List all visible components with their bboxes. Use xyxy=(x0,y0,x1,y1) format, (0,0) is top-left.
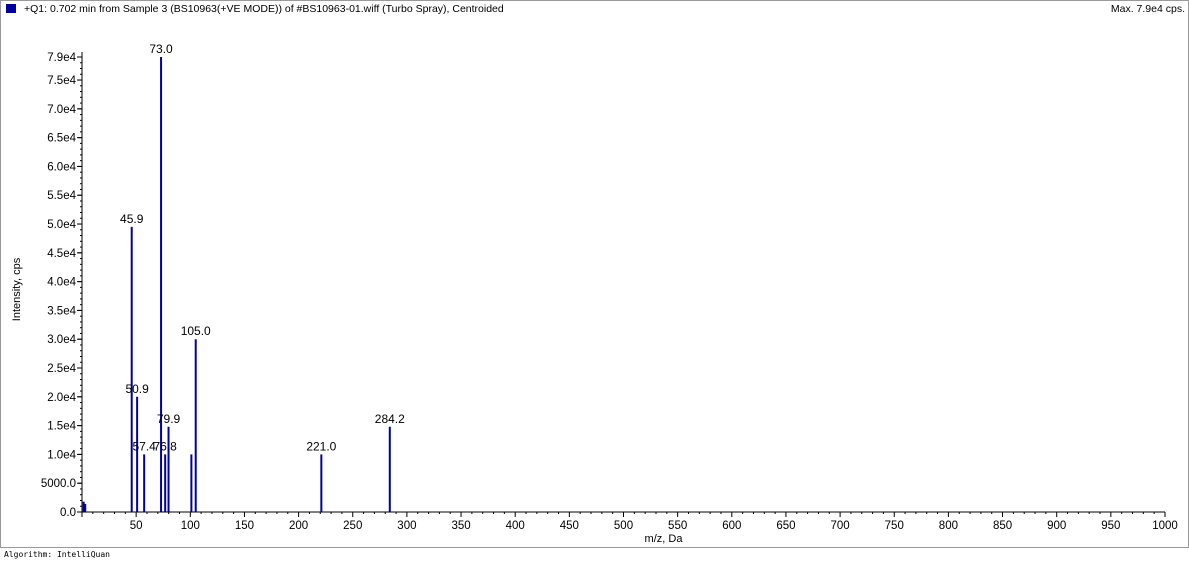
x-tick-label: 350 xyxy=(451,520,470,532)
algorithm-note: Algorithm: IntelliQuan xyxy=(4,550,110,559)
peak-label: 50.9 xyxy=(125,382,149,396)
x-tick-label: 400 xyxy=(506,520,525,532)
peak-label: 79.9 xyxy=(157,412,181,426)
y-tick-label: 7.9e4 xyxy=(47,52,76,64)
x-tick-label: 200 xyxy=(289,520,308,532)
x-tick-label: 900 xyxy=(1047,520,1066,532)
spectrum-title: +Q1: 0.702 min from Sample 3 (BS10963(+V… xyxy=(24,3,504,15)
y-tick-label: 5.0e4 xyxy=(47,219,76,231)
x-tick-label: 850 xyxy=(993,520,1012,532)
x-tick-label: 500 xyxy=(614,520,633,532)
peak-labels: 45.9 50.9 57.4 73.0 76.8 79.9 105.0 221.0 284.2 xyxy=(120,42,405,453)
peak-label: 284.2 xyxy=(375,412,405,426)
y-axis-title: Intensity, cps xyxy=(11,257,23,321)
y-tick-label: 5.5e4 xyxy=(47,190,76,202)
y-tick-label: 7.5e4 xyxy=(47,75,76,87)
y-tick-label: 5000.0 xyxy=(41,478,76,490)
x-tick-label: 700 xyxy=(831,520,850,532)
x-tick-label: 50 xyxy=(130,520,143,532)
series-color-swatch xyxy=(6,4,16,13)
x-tick-label: 1000 xyxy=(1152,520,1178,532)
y-tick-label: 3.0e4 xyxy=(47,334,76,346)
x-tick-label: 650 xyxy=(776,520,795,532)
x-tick-label: 600 xyxy=(722,520,741,532)
peak-label: 45.9 xyxy=(120,212,144,226)
x-tick-label: 750 xyxy=(885,520,904,532)
peak-label: 76.8 xyxy=(153,439,177,453)
x-axis-title: m/z, Da xyxy=(645,533,684,545)
y-tick-label: 1.0e4 xyxy=(47,449,76,461)
mass-spectrum-chart: 0.0 5000.0 1.0e4 1.5e4 2.0e4 2.5e4 3.0e4 3.5e4 4… xyxy=(11,42,1178,545)
y-tick-label: 2.5e4 xyxy=(47,363,76,375)
y-tick-label: 7.0e4 xyxy=(47,104,76,116)
x-axis-ticks: 50 100 150 200 250 300 350 400 450 500 550 600 650 70… xyxy=(81,512,1178,532)
y-tick-label: 6.5e4 xyxy=(47,133,76,145)
x-tick-label: 300 xyxy=(397,520,416,532)
max-intensity-label: Max. 7.9e4 cps. xyxy=(1110,3,1185,15)
peak-label: 57.4 xyxy=(132,439,156,453)
peak-label: 221.0 xyxy=(306,439,336,453)
peak-label: 73.0 xyxy=(149,42,173,56)
y-tick-label: 6.0e4 xyxy=(47,161,76,173)
peak-label: 105.0 xyxy=(181,324,211,338)
y-tick-label: 4.5e4 xyxy=(47,248,76,260)
spectrum-peaks xyxy=(82,57,391,512)
y-tick-label: 4.0e4 xyxy=(47,277,76,289)
x-tick-label: 550 xyxy=(668,520,687,532)
x-tick-label: 450 xyxy=(560,520,579,532)
y-axis-ticks: 0.0 5000.0 1.0e4 1.5e4 2.0e4 2.5e4 3.0e4 3.5e4 4… xyxy=(41,52,82,519)
x-tick-label: 950 xyxy=(1101,520,1120,532)
x-tick-label: 800 xyxy=(939,520,958,532)
y-tick-label: 3.5e4 xyxy=(47,305,76,317)
x-tick-label: 250 xyxy=(343,520,362,532)
y-tick-label: 1.5e4 xyxy=(47,421,76,433)
y-tick-label: 0.0 xyxy=(60,507,76,519)
y-tick-label: 2.0e4 xyxy=(47,392,76,404)
x-tick-label: 100 xyxy=(181,520,200,532)
x-tick-label: 150 xyxy=(235,520,254,532)
